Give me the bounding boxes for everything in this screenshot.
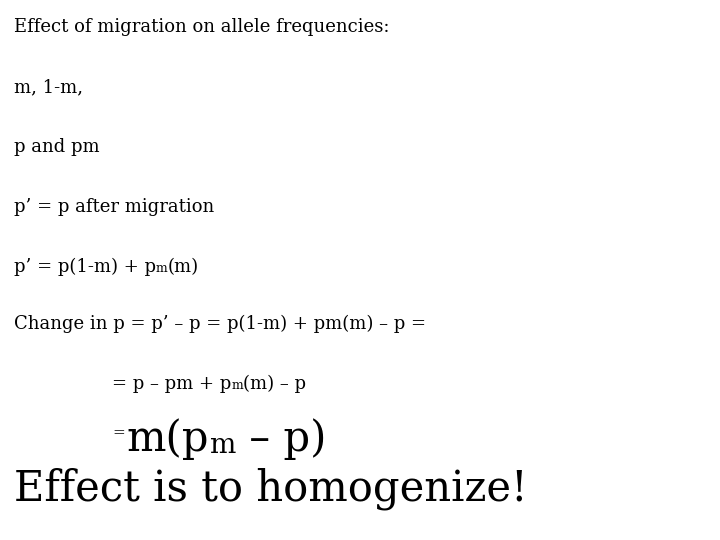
Text: =: = bbox=[112, 426, 125, 440]
Text: Change in p = p’ – p = p(1-m) + pm(m) – p =: Change in p = p’ – p = p(1-m) + pm(m) – … bbox=[14, 315, 426, 333]
Text: = p – pm + p: = p – pm + p bbox=[112, 375, 231, 393]
Text: p and pm: p and pm bbox=[14, 138, 99, 156]
Text: m: m bbox=[156, 262, 168, 275]
Text: Effect of migration on allele frequencies:: Effect of migration on allele frequencie… bbox=[14, 18, 390, 36]
Text: p’ = p after migration: p’ = p after migration bbox=[14, 198, 215, 216]
Text: (m) – p: (m) – p bbox=[243, 375, 306, 393]
Text: p’ = p(1-m) + p: p’ = p(1-m) + p bbox=[14, 258, 156, 276]
Text: m: m bbox=[210, 432, 235, 459]
Text: Effect is to homogenize!: Effect is to homogenize! bbox=[14, 468, 528, 510]
Text: m(p: m(p bbox=[127, 418, 210, 460]
Text: – p): – p) bbox=[235, 418, 326, 460]
Text: m: m bbox=[231, 379, 243, 392]
Text: (m): (m) bbox=[168, 258, 199, 276]
Text: m, 1-m,: m, 1-m, bbox=[14, 78, 83, 96]
